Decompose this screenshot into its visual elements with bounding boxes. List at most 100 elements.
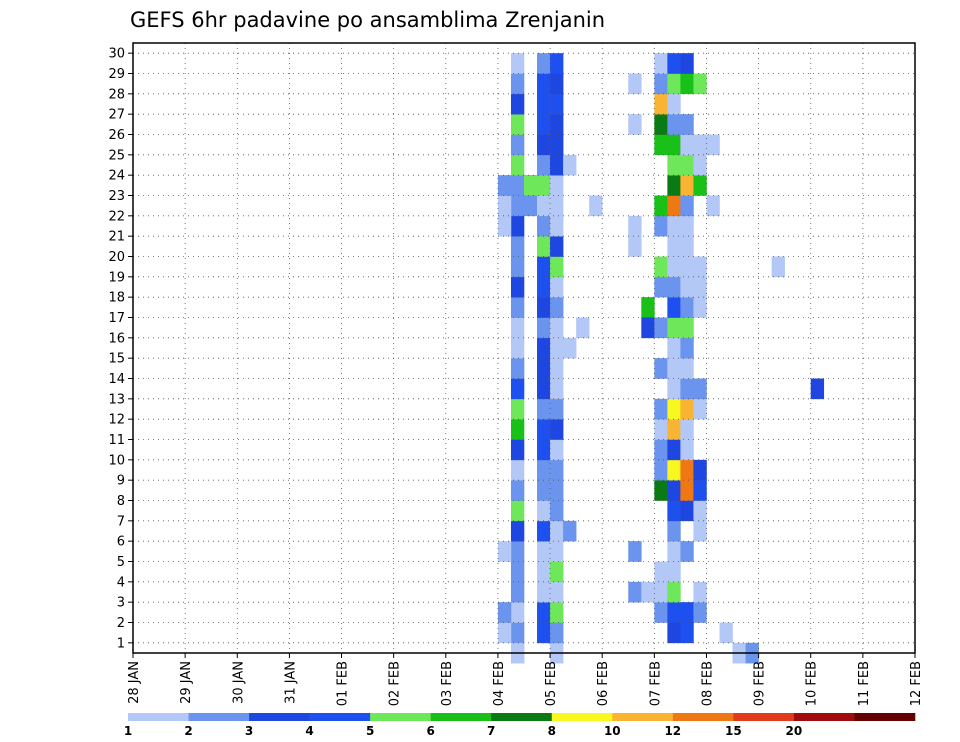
heatmap-cell (537, 53, 551, 74)
heatmap-cell (550, 581, 564, 603)
heatmap-cell (667, 398, 681, 420)
y-tick-label: 4 (117, 575, 125, 590)
colorbar-label: 10 (604, 724, 621, 738)
heatmap-cell (654, 358, 668, 379)
heatmap-cell (667, 236, 681, 257)
y-tick-label: 12 (108, 413, 125, 428)
heatmap-cell (654, 581, 668, 603)
heatmap-cell (654, 73, 668, 95)
heatmap-cell (537, 398, 551, 420)
heatmap-cell (510, 236, 525, 257)
colorbar-swatch (370, 713, 431, 721)
heatmap-cell (680, 480, 694, 501)
heatmap-cell (654, 317, 668, 339)
heatmap-cell (537, 622, 551, 644)
heatmap-cell (693, 500, 707, 522)
heatmap-cell (680, 419, 694, 440)
heatmap-cell (497, 602, 512, 623)
heatmap-cell (537, 378, 551, 400)
y-axis-ticks: 1234567891011121314151617181920212223242… (108, 47, 133, 651)
heatmap-cell (537, 215, 551, 237)
heatmap-cell (667, 73, 681, 95)
heatmap-cell (524, 175, 538, 196)
heatmap-cell (537, 236, 551, 257)
heatmap-cell (497, 195, 512, 217)
heatmap-cell (550, 73, 564, 95)
heatmap-cell (550, 195, 564, 217)
heatmap-cell (537, 541, 551, 562)
heatmap-cell (693, 154, 707, 176)
y-tick-label: 8 (117, 494, 125, 509)
heatmap-cell (680, 134, 694, 156)
heatmap-cell (550, 439, 564, 461)
heatmap-cell (510, 215, 525, 237)
x-tick-label: 06 FEB (596, 661, 611, 706)
heatmap-cell (550, 317, 564, 339)
heatmap-cell (510, 541, 525, 562)
heatmap-cell (680, 73, 694, 95)
heatmap-cell (510, 378, 525, 400)
heatmap-cell (497, 541, 512, 562)
heatmap-cell (654, 459, 668, 481)
heatmap-cell (693, 256, 707, 278)
heatmap-cell (510, 256, 525, 278)
y-tick-label: 5 (117, 555, 125, 570)
colorbar-swatch (733, 713, 795, 721)
heatmap-cell (550, 622, 564, 644)
colorbar-swatch (430, 713, 492, 721)
heatmap-cell (667, 114, 681, 135)
x-tick-label: 01 FEB (336, 661, 351, 706)
heatmap-cell (510, 398, 525, 420)
heatmap-cell (693, 581, 707, 603)
heatmap-cell (667, 337, 681, 359)
heatmap-cell (693, 297, 707, 318)
colorbar-swatch (672, 713, 734, 721)
heatmap-cell (680, 459, 694, 481)
heatmap-cell (550, 378, 564, 400)
colorbar-label: 3 (245, 724, 253, 738)
heatmap-cell (654, 602, 668, 623)
heatmap-cell (667, 439, 681, 461)
x-tick-label: 10 FEB (805, 661, 820, 706)
heatmap-cell (667, 378, 681, 400)
x-tick-label: 03 FEB (440, 661, 455, 706)
colorbar-label: 15 (725, 724, 742, 738)
heatmap-cell (537, 317, 551, 339)
heatmap-cell (576, 317, 590, 339)
y-tick-label: 24 (108, 169, 125, 184)
y-tick-label: 22 (108, 209, 125, 224)
heatmap-cell (550, 53, 564, 74)
heatmap-cell (654, 134, 668, 156)
heatmap-cell (680, 500, 694, 522)
heatmap-cell (537, 175, 551, 196)
heatmap-cell (550, 337, 564, 359)
y-tick-label: 16 (108, 331, 125, 346)
heatmap-cell (667, 459, 681, 481)
heatmap-cell (628, 236, 642, 257)
heatmap-cell (680, 236, 694, 257)
y-tick-label: 14 (108, 372, 125, 387)
heatmap-cell (497, 175, 512, 196)
y-tick-label: 6 (117, 535, 125, 550)
heatmap-cell (771, 256, 785, 278)
colorbar: 1 2 3 4 5 6 7 8 10 12 15 20 (124, 713, 916, 738)
heatmap-cell (693, 602, 707, 623)
x-axis-ticks: 28 JAN 29 JAN 30 JAN 31 JAN 01 FEB 02 FEB 03 F… (127, 653, 924, 706)
y-tick-label: 20 (108, 250, 125, 265)
heatmap-cell (510, 439, 525, 461)
heatmap-cell (510, 73, 525, 95)
x-tick-label: 05 FEB (544, 661, 559, 706)
x-tick-label: 11 FEB (857, 661, 872, 706)
colorbar-label: 8 (548, 724, 556, 738)
heatmap-cell (510, 114, 525, 135)
y-tick-label: 26 (108, 128, 125, 143)
x-tick-label: 07 FEB (648, 661, 663, 706)
heatmap-cell (537, 459, 551, 481)
heatmap-cell (654, 53, 668, 74)
heatmap-cell (680, 358, 694, 379)
heatmap-cell (537, 500, 551, 522)
heatmap-cell (680, 276, 694, 298)
y-tick-label: 7 (117, 514, 125, 529)
heatmap-cell (667, 358, 681, 379)
heatmap-cells (497, 53, 825, 664)
